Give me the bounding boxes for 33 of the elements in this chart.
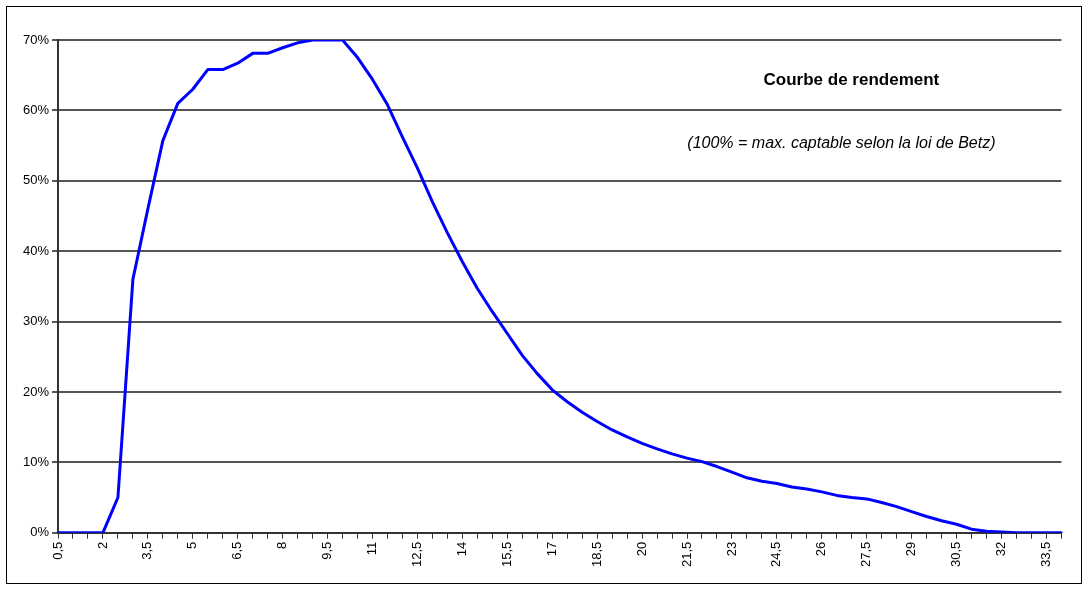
y-tick-label: 20% — [22, 383, 50, 399]
y-tick-label: 50% — [22, 172, 50, 188]
y-tick-label: 30% — [22, 313, 50, 329]
x-tick-label: 12,5 — [409, 541, 425, 568]
x-tick-label: 3,5 — [139, 541, 155, 560]
x-tick-label: 20 — [633, 541, 649, 557]
x-tick-label: 24,5 — [768, 541, 784, 568]
y-tick-label: 40% — [22, 242, 50, 258]
x-tick-label: 30,5 — [948, 541, 964, 568]
x-tick-label: 15,5 — [498, 541, 514, 568]
x-tick-label: 6,5 — [229, 541, 245, 560]
x-tick-label: 14 — [453, 541, 469, 557]
y-tick-label: 0% — [30, 524, 50, 540]
x-tick-label: 17 — [543, 541, 559, 557]
x-tick-label: 18,5 — [588, 541, 604, 568]
x-tick-label: 9,5 — [319, 541, 335, 560]
x-tick-label: 21,5 — [678, 541, 694, 568]
y-tick-label: 70% — [22, 31, 50, 47]
x-tick-label: 33,5 — [1038, 541, 1053, 568]
x-tick-label: 29 — [903, 541, 919, 557]
x-tick-label: 0,5 — [49, 541, 65, 560]
text: Courbe de rendement — [763, 70, 940, 89]
x-tick-label: 11 — [364, 541, 380, 556]
text: (100% = max. captable selon la loi de Betz) — [687, 134, 996, 151]
y-tick-label: 10% — [22, 453, 50, 469]
x-tick-label: 8 — [274, 541, 290, 549]
x-tick-label: 27,5 — [858, 541, 874, 568]
x-tick-label: 23 — [723, 541, 739, 557]
y-tick-label: 60% — [22, 101, 50, 117]
x-tick-label: 5 — [184, 541, 200, 549]
x-tick-label: 32 — [993, 541, 1009, 557]
x-tick-label: 26 — [813, 541, 829, 557]
x-tick-label: 2 — [94, 541, 110, 549]
